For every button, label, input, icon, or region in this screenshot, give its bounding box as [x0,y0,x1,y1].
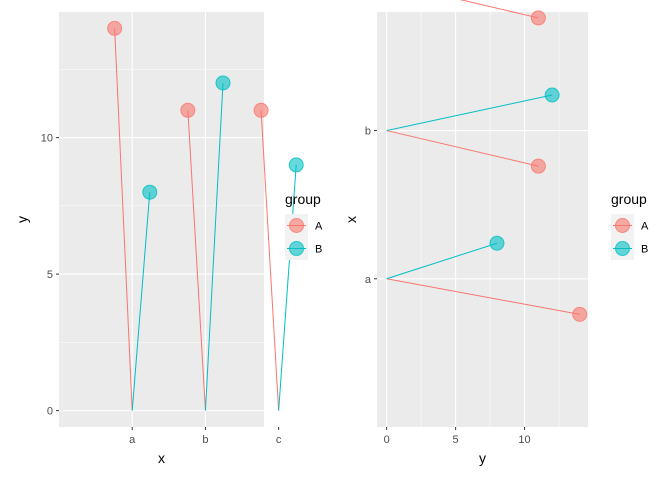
legend-title: group [611,191,647,207]
lollipop-stem [131,192,151,411]
legend: group AB [611,191,649,260]
legend-key-point [615,241,630,256]
data-point [489,235,505,251]
x-axis-title: x [158,450,165,466]
lollipop-stem [386,94,553,132]
legend-label: A [641,221,649,233]
lollipop-stem [386,242,498,280]
y-axis-title: y [14,216,30,223]
y-tick-label: a [365,274,372,286]
data-point [572,306,588,322]
data-point [530,158,546,174]
data-point [215,75,231,91]
y-axis-title: x [343,216,359,223]
legend-key-point [615,218,630,233]
lollipop-stem [278,164,297,411]
x-tick-label: b [202,434,208,446]
lollipop-stem [204,82,224,411]
data-point [544,87,560,103]
legend-key-point [289,218,304,233]
legend-key-point [289,241,304,256]
y-tick-label: 5 [47,269,53,281]
legend-label: B [315,244,322,256]
lollipop-stem [386,130,539,167]
lollipop-stem [114,28,133,411]
data-point [142,184,158,200]
lollipop-stem [386,278,580,315]
left-chart: 0 5 10 a b c x y group AB [14,12,323,466]
x-tick-label: 5 [453,434,459,446]
data-point [107,20,123,36]
x-tick-label: 10 [518,434,530,446]
data-point [530,10,546,26]
legend-label: A [315,221,323,233]
x-tick-label: a [129,434,136,446]
data-point [288,157,304,173]
data-point [253,102,269,118]
lollipop-stem [187,110,206,411]
y-tick-label: b [365,126,371,138]
x-tick-label: 0 [384,434,390,446]
right-chart: 0510abcyxgroupAB [343,0,649,466]
x-tick-label: c [276,434,282,446]
y-tick-label: 10 [41,133,53,145]
lollipop-stem [459,0,539,19]
legend-title: group [285,191,321,207]
panel-background [59,12,264,427]
x-axis-title: y [479,450,486,466]
y-tick-label: 0 [47,406,53,418]
legend: group AB [285,191,323,260]
lollipop-stem [260,110,280,411]
panel-background [377,12,588,427]
legend-label: B [641,244,648,256]
data-point [180,102,196,118]
